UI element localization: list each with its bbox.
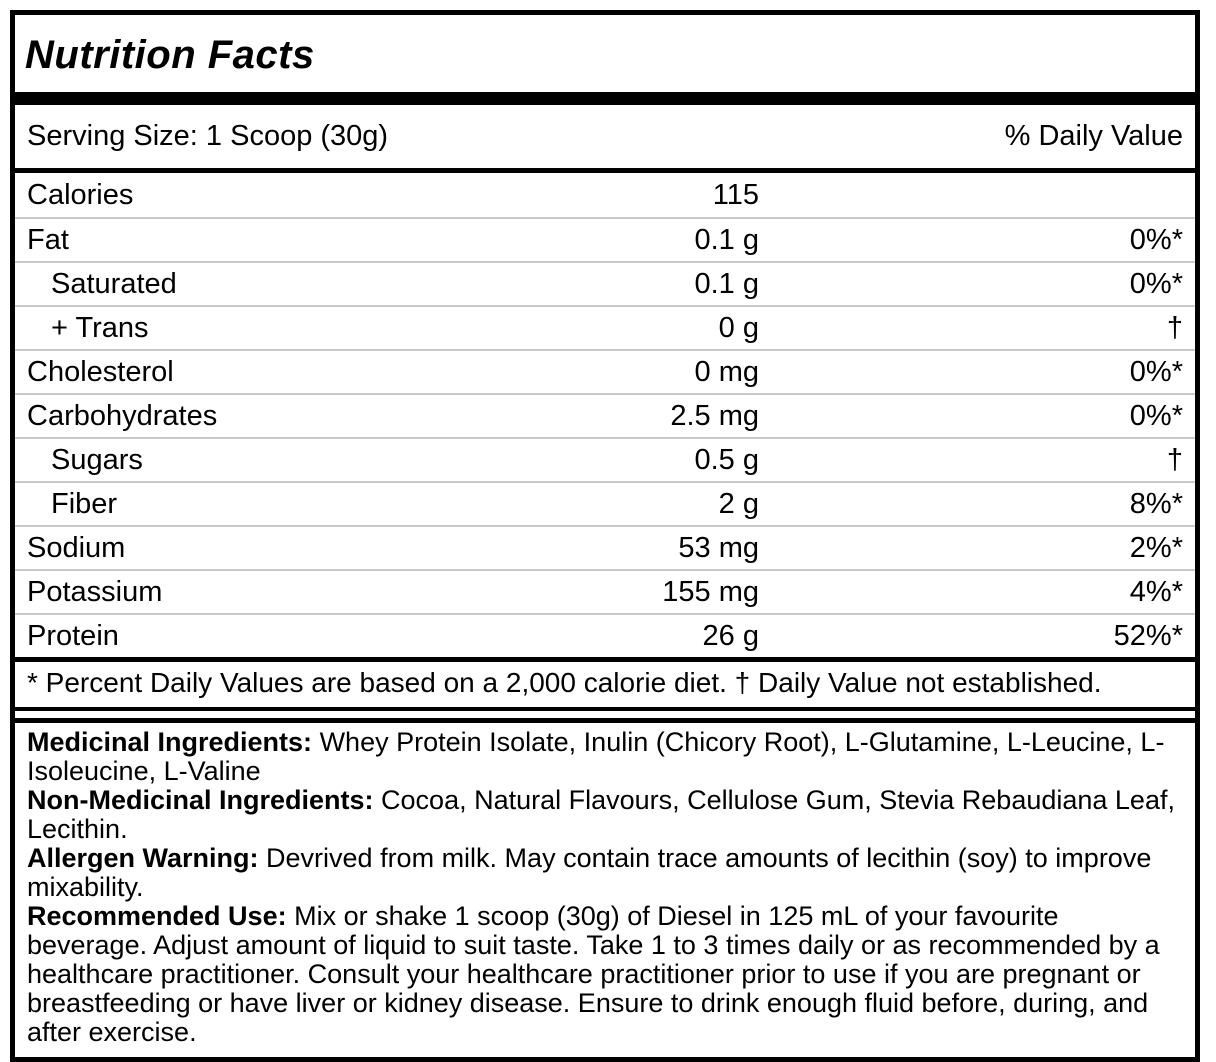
nutrient-name: + Trans [51, 311, 149, 344]
table-row: Sodium 53 mg 2%* [15, 525, 1195, 569]
info-heading: Recommended Use: [27, 901, 287, 931]
header-separator-bar [15, 92, 1195, 105]
table-row: Protein 26 g 52%* [15, 613, 1195, 657]
nutrient-daily-value: 2%* [1129, 531, 1183, 564]
nutrient-daily-value: 0%* [1129, 267, 1183, 300]
info-paragraph: Medicinal Ingredients: Whey Protein Isol… [27, 728, 1183, 786]
daily-value-header: % Daily Value [1004, 120, 1183, 152]
nutrient-name: Cholesterol [27, 355, 174, 388]
serving-row: Serving Size: 1 Scoop (30g) % Daily Valu… [15, 105, 1195, 173]
nutrient-amount: 0.5 g [694, 443, 760, 476]
table-row: Saturated 0.1 g 0%* [15, 261, 1195, 305]
nutrient-daily-value: 0%* [1129, 223, 1183, 256]
serving-size-text: Serving Size: 1 Scoop (30g) [27, 120, 389, 152]
nutrient-name: Protein [27, 619, 119, 652]
nutrient-daily-value: 4%* [1129, 575, 1183, 608]
nutrient-name: Carbohydrates [27, 399, 218, 432]
info-heading: Non-Medicinal Ingredients: [27, 785, 374, 815]
nutrient-amount: 0 g [718, 311, 759, 344]
info-text: Whey Protein Isolate, Inulin (Chicory Ro… [27, 727, 1165, 786]
nutrient-daily-value: 0%* [1129, 399, 1183, 432]
info-paragraph: Recommended Use: Mix or shake 1 scoop (3… [27, 902, 1183, 1047]
nutrient-daily-value: 52%* [1113, 619, 1183, 652]
table-row: + Trans 0 g † [15, 305, 1195, 349]
info-text: Devrived from milk. May contain trace am… [27, 843, 1152, 902]
table-row: Fiber 2 g 8%* [15, 481, 1195, 525]
nutrient-daily-value: 8%* [1129, 487, 1183, 520]
table-row: Carbohydrates 2.5 mg 0%* [15, 393, 1195, 437]
info-heading: Allergen Warning: [27, 843, 259, 873]
nutrient-name: Fat [27, 223, 69, 256]
footnote: * Percent Daily Values are based on a 2,… [15, 657, 1195, 711]
table-row: Calories 115 [15, 173, 1195, 217]
nutrient-amount: 2 g [718, 487, 759, 520]
table-row: Cholesterol 0 mg 0%* [15, 349, 1195, 393]
nutrient-amount: 26 g [702, 619, 759, 652]
nutrient-daily-value: † [1166, 311, 1183, 344]
nutrient-daily-value: † [1166, 443, 1183, 476]
nutrient-name: Sugars [51, 443, 143, 476]
nutrient-amount: 0 mg [694, 355, 759, 388]
nutrition-facts-label: Nutrition Facts Serving Size: 1 Scoop (3… [10, 10, 1200, 1062]
nutrient-amount: 53 mg [678, 531, 759, 564]
info-text: Cocoa, Natural Flavours, Cellulose Gum, … [27, 785, 1175, 844]
nutrient-amount: 155 mg [662, 575, 759, 608]
ingredients-info-box: Medicinal Ingredients: Whey Protein Isol… [15, 718, 1195, 1057]
info-paragraph: Allergen Warning: Devrived from milk. Ma… [27, 844, 1183, 902]
table-row: Potassium 155 mg 4%* [15, 569, 1195, 613]
nutrient-name: Sodium [27, 531, 126, 564]
nutrient-amount: 0.1 g [694, 223, 760, 256]
nutrient-daily-value: 0%* [1129, 355, 1183, 388]
nutrient-name: Potassium [27, 575, 163, 608]
nutrient-name: Saturated [51, 267, 177, 300]
info-text: Mix or shake 1 scoop (30g) of Diesel in … [27, 901, 1160, 1047]
table-row: Fat 0.1 g 0%* [15, 217, 1195, 261]
label-title: Nutrition Facts [25, 33, 315, 77]
label-header: Nutrition Facts [15, 15, 1195, 92]
info-heading: Medicinal Ingredients: [27, 727, 313, 757]
nutrient-table: Calories 115 Fat 0.1 g 0%* Saturated 0.1 g 0%* +… [15, 173, 1195, 657]
nutrient-amount: 0.1 g [694, 267, 760, 300]
section-gap [15, 711, 1195, 718]
nutrient-name: Calories [27, 178, 134, 211]
nutrient-amount: 115 [712, 178, 759, 211]
table-row: Sugars 0.5 g † [15, 437, 1195, 481]
nutrient-name: Fiber [51, 487, 118, 520]
info-paragraph: Non-Medicinal Ingredients: Cocoa, Natura… [27, 786, 1183, 844]
nutrient-amount: 2.5 mg [670, 399, 759, 432]
